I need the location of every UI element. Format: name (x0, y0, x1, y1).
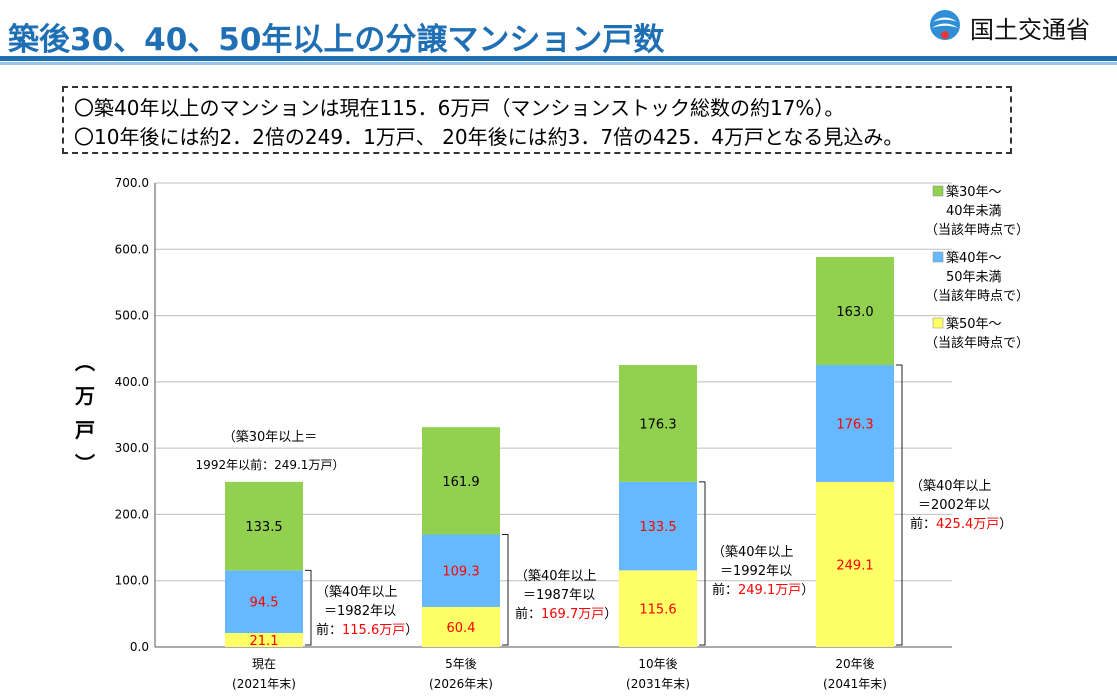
bracket (699, 481, 706, 646)
bar-segment (816, 256, 894, 366)
logo: 国土交通省 (928, 6, 1108, 46)
data-label: 161.9 (442, 475, 479, 490)
annotation-40yr: 前：425.4万戸） (910, 516, 1012, 532)
data-label: 133.5 (245, 520, 282, 535)
x-tick-sublabel: (2041年末) (823, 677, 887, 691)
title-underline (0, 56, 1117, 61)
y-axis-unit-char: 万 (75, 384, 95, 408)
data-label: 163.0 (836, 305, 873, 320)
bracket (896, 364, 903, 646)
data-label: 249.1 (836, 558, 873, 573)
legend-swatch (932, 251, 944, 263)
legend-label: （当該年時点で） (925, 335, 1029, 351)
y-tick-label: 100.0 (115, 574, 149, 588)
legend-label: 築30年～ (946, 185, 1002, 200)
data-label: 176.3 (836, 417, 873, 432)
page-title: 築後30、40、50年以上の分譲マンション戸数 (8, 22, 665, 58)
y-axis-unit-char: ︶ (75, 452, 95, 476)
x-tick-label: 20年後 (835, 657, 874, 671)
y-tick-label: 700.0 (115, 176, 149, 190)
y-tick-label: 400.0 (115, 375, 149, 389)
bar-segment (619, 481, 697, 571)
data-label: 60.4 (447, 621, 476, 636)
legend-swatch (932, 317, 944, 329)
legend-label: 築40年～ (946, 251, 1002, 266)
data-label: 94.5 (250, 596, 279, 611)
legend-label: （当該年時点で） (925, 222, 1029, 238)
bar-segment (225, 633, 303, 647)
y-tick-label: 600.0 (115, 242, 149, 256)
summary-line-1: 〇築40年以上のマンションは現在115．6万戸（マンションストック総数の約17%… (74, 96, 845, 120)
x-tick-sublabel: (2021年末) (232, 677, 296, 691)
summary-line-2: 〇10年後には約2．2倍の249．1万戸、 20年後には約3．7倍の425．4万… (74, 125, 904, 149)
data-label: 176.3 (639, 417, 676, 432)
mlit-logo-icon (930, 10, 960, 40)
legend-label: 40年未満 (946, 204, 1002, 219)
legend-label: 50年未満 (946, 270, 1002, 285)
annotation-30yr: 1992年以前：249.1万戸） (196, 457, 345, 472)
annotation-40yr: ＝2002年以 (918, 498, 990, 513)
data-label: 109.3 (442, 565, 479, 580)
annotation-30yr: （築30年以上＝ (223, 430, 318, 445)
x-tick-sublabel: (2026年末) (429, 677, 493, 691)
x-tick-label: 現在 (252, 657, 276, 671)
bar-segment (422, 427, 500, 535)
y-axis-unit-label: ︵ 万戸 ︶ (70, 345, 100, 481)
annotation-40yr: （築40年以上 (712, 545, 794, 560)
y-axis-unit-char: 戸 (75, 418, 95, 442)
bar-segment (619, 365, 697, 482)
bar-segment (619, 570, 697, 647)
logo-text: 国土交通省 (970, 16, 1090, 44)
annotation-40yr: ＝1982年以 (324, 604, 396, 619)
x-tick-label: 10年後 (638, 657, 677, 671)
bar-segment (816, 365, 894, 482)
annotation-40yr: （築40年以上 (316, 585, 398, 600)
y-tick-label: 300.0 (115, 441, 149, 455)
annotation-40yr: 前：115.6万戸） (316, 622, 418, 638)
annotation-40yr: （築40年以上 (515, 569, 597, 584)
y-tick-label: 500.0 (115, 309, 149, 323)
bar-segment (225, 481, 303, 571)
data-label: 133.5 (639, 520, 676, 535)
legend-swatch (932, 185, 944, 197)
bar-segment (816, 481, 894, 647)
summary-box: 〇築40年以上のマンションは現在115．6万戸（マンションストック総数の約17%… (62, 86, 1012, 154)
annotation-40yr: ＝1987年以 (523, 588, 595, 603)
bar-segment (225, 570, 303, 634)
bracket (502, 534, 509, 646)
x-tick-label: 5年後 (445, 657, 477, 671)
data-label: 115.6 (639, 603, 676, 618)
title-underline-light (0, 62, 1117, 65)
bar-segment (422, 534, 500, 607)
legend-label: （当該年時点で） (925, 288, 1029, 304)
title-bar: 築後30、40、50年以上の分譲マンション戸数 国土交通省 (0, 0, 1117, 66)
annotation-40yr: 前：169.7万戸） (515, 606, 617, 622)
data-label: 21.1 (250, 634, 279, 649)
y-axis-unit-char: ︵ (75, 350, 95, 374)
annotation-40yr: 前：249.1万戸） (712, 582, 814, 598)
x-tick-sublabel: (2031年末) (626, 677, 690, 691)
bar-segment (422, 606, 500, 647)
y-tick-label: 200.0 (115, 507, 149, 521)
annotation-40yr: （築40年以上 (910, 479, 992, 494)
annotation-40yr: ＝1992年以 (720, 564, 792, 579)
bracket (305, 569, 312, 646)
y-tick-label: 0.0 (130, 640, 149, 654)
legend-label: 築50年～ (946, 317, 1002, 332)
